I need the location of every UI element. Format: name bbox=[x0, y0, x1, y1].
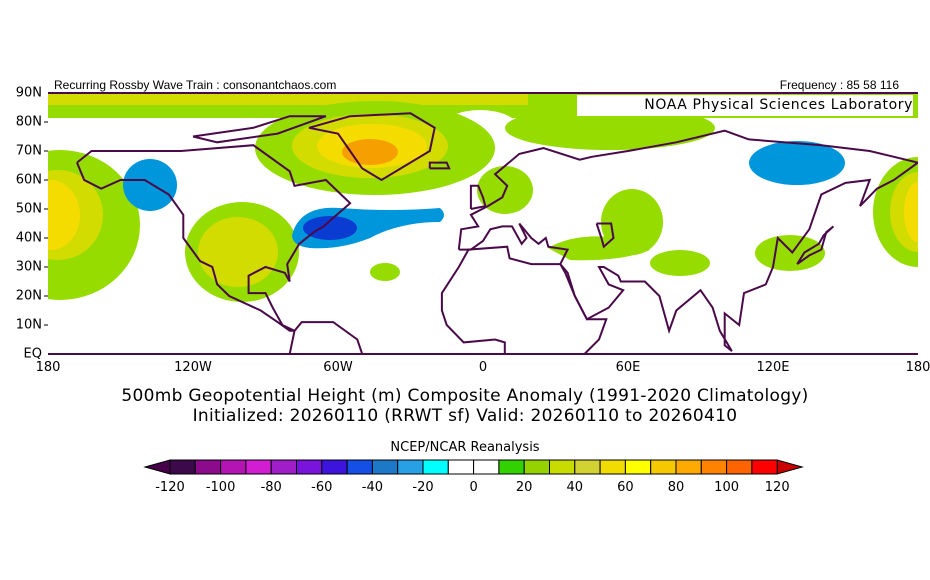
lon-label: 180 bbox=[905, 360, 930, 375]
colorbar-label: 80 bbox=[667, 480, 685, 495]
barents-positive bbox=[505, 106, 715, 150]
data-source-label: NCEP/NCAR Reanalysis bbox=[390, 440, 540, 455]
colorbar-swatch bbox=[574, 459, 601, 475]
colorbar-label: -20 bbox=[412, 480, 434, 495]
lon-label: 0 bbox=[478, 360, 488, 375]
lat-label: 30N bbox=[15, 259, 42, 275]
alaska-negative bbox=[123, 159, 177, 211]
colorbar-label: -60 bbox=[311, 480, 333, 495]
colorbar-swatch bbox=[726, 459, 753, 475]
colorbar-swatch bbox=[371, 459, 399, 475]
lon-label: 180 bbox=[35, 360, 61, 375]
anomaly-fields bbox=[48, 93, 918, 302]
lon-label: 60E bbox=[615, 360, 641, 375]
colorbar-swatch bbox=[523, 459, 551, 475]
colorbar-swatch bbox=[296, 459, 323, 475]
lat-label: 70N bbox=[15, 143, 42, 159]
coastlines bbox=[76, 112, 918, 354]
us-positive-core bbox=[198, 217, 278, 287]
colorbar-over-arrow bbox=[776, 459, 805, 475]
middle-east-positive bbox=[548, 236, 650, 261]
colorbar-swatch bbox=[650, 459, 677, 475]
east-asia-positive bbox=[755, 235, 825, 271]
header-frequency-text: Frequency : 85 58 116 bbox=[779, 78, 899, 92]
colorbar-under-arrow bbox=[143, 459, 171, 475]
noaa-lab-label: NOAA Physical Sciences Laboratory bbox=[577, 95, 913, 116]
coastline-greenland bbox=[308, 112, 436, 182]
coastline-north-america bbox=[76, 144, 352, 332]
colorbar-swatch bbox=[169, 459, 196, 475]
coastline-africa bbox=[440, 245, 608, 354]
colorbar-swatch bbox=[751, 459, 778, 475]
colorbar-label: 0 bbox=[469, 480, 478, 495]
lat-label: 10N bbox=[15, 317, 42, 333]
colorbar-swatch bbox=[675, 459, 702, 475]
colorbar-swatch bbox=[473, 459, 500, 475]
title-line-1: 500mb Geopotential Height (m) Composite … bbox=[121, 386, 809, 406]
colorbar-swatch bbox=[549, 459, 576, 475]
arctic-positive-core bbox=[48, 93, 528, 105]
colorbar-swatch bbox=[700, 459, 728, 475]
lat-label: 80N bbox=[15, 114, 42, 130]
lat-label: 90N bbox=[15, 85, 42, 101]
colorbar-swatch bbox=[321, 459, 348, 475]
coastline-britain bbox=[469, 184, 487, 210]
colorbar-label: 40 bbox=[566, 480, 584, 495]
coastline-japan bbox=[796, 225, 835, 265]
colorbar-label: 60 bbox=[617, 480, 634, 495]
lon-label: 120W bbox=[174, 360, 212, 375]
colorbar-label: -120 bbox=[155, 480, 185, 495]
midatlantic-positive bbox=[370, 263, 400, 281]
coastline-arctic-islands bbox=[192, 115, 327, 144]
colorbar bbox=[143, 459, 805, 475]
coastline-caspian bbox=[595, 222, 615, 249]
colorbar-label: 100 bbox=[714, 480, 740, 495]
coastline-eurasia bbox=[457, 129, 918, 352]
colorbar-label: -40 bbox=[361, 480, 384, 495]
colorbar-label: -100 bbox=[205, 480, 236, 495]
lat-label: 20N bbox=[15, 288, 42, 304]
colorbar-swatch bbox=[599, 459, 626, 475]
lon-label: 60W bbox=[323, 360, 353, 375]
coastline-south-america bbox=[288, 321, 364, 354]
dateline-positive-east-high bbox=[904, 182, 918, 242]
colorbar-label: 120 bbox=[764, 480, 790, 495]
colorbar-swatch bbox=[498, 459, 525, 475]
colorbar-swatch bbox=[194, 459, 222, 475]
lat-label: 60N bbox=[15, 172, 42, 188]
coastline-iceland bbox=[428, 161, 451, 170]
siberia-negative bbox=[749, 141, 845, 185]
atlantic-negative-core bbox=[303, 216, 357, 240]
colorbar-swatch bbox=[245, 459, 272, 475]
colorbar-label: 20 bbox=[515, 480, 533, 495]
colorbar-swatch bbox=[220, 459, 247, 475]
lat-label: 40N bbox=[15, 230, 42, 246]
colorbar-swatch bbox=[447, 459, 475, 475]
lat-label: 50N bbox=[15, 201, 42, 217]
colorbar-swatch bbox=[346, 459, 373, 475]
himalaya-positive bbox=[650, 250, 710, 276]
colorbar-swatch bbox=[624, 459, 652, 475]
colorbar-swatch bbox=[397, 459, 424, 475]
title-line-2: Initialized: 20260110 (RRWT sf) Valid: 2… bbox=[192, 406, 738, 426]
dateline-positive-west-high bbox=[48, 180, 80, 250]
colorbar-label: -80 bbox=[260, 480, 282, 495]
colorbar-swatch bbox=[270, 459, 298, 475]
header-left-text: Recurring Rossby Wave Train : consonantc… bbox=[54, 78, 337, 92]
colorbar-swatch bbox=[422, 459, 449, 475]
lon-label: 120E bbox=[756, 360, 790, 375]
lat-label: EQ bbox=[23, 346, 42, 362]
